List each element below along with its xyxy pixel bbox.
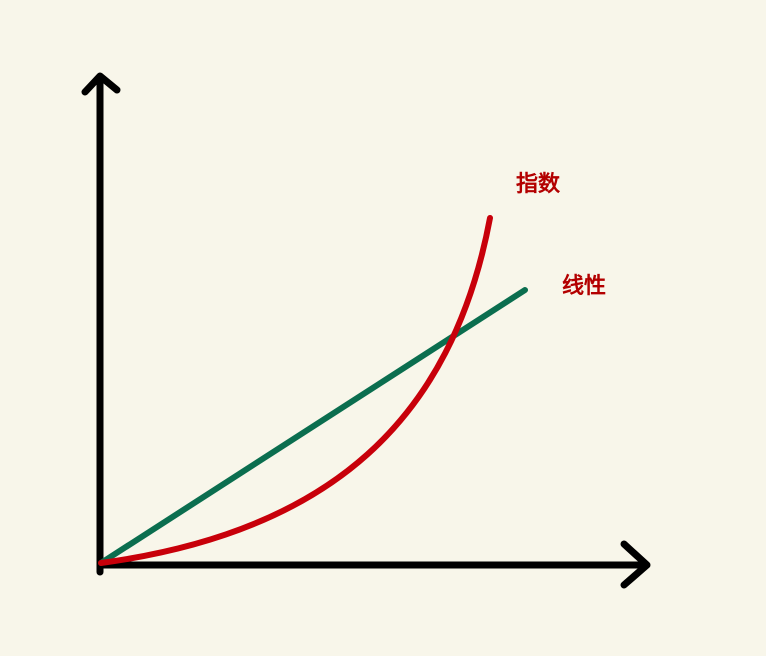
y-axis-arrow (81, 72, 121, 96)
exponential-label: 指数 (516, 171, 561, 197)
linear-label: 线性 (562, 273, 606, 299)
exponential-curve (98, 215, 493, 566)
x-axis-arrow (620, 540, 651, 589)
